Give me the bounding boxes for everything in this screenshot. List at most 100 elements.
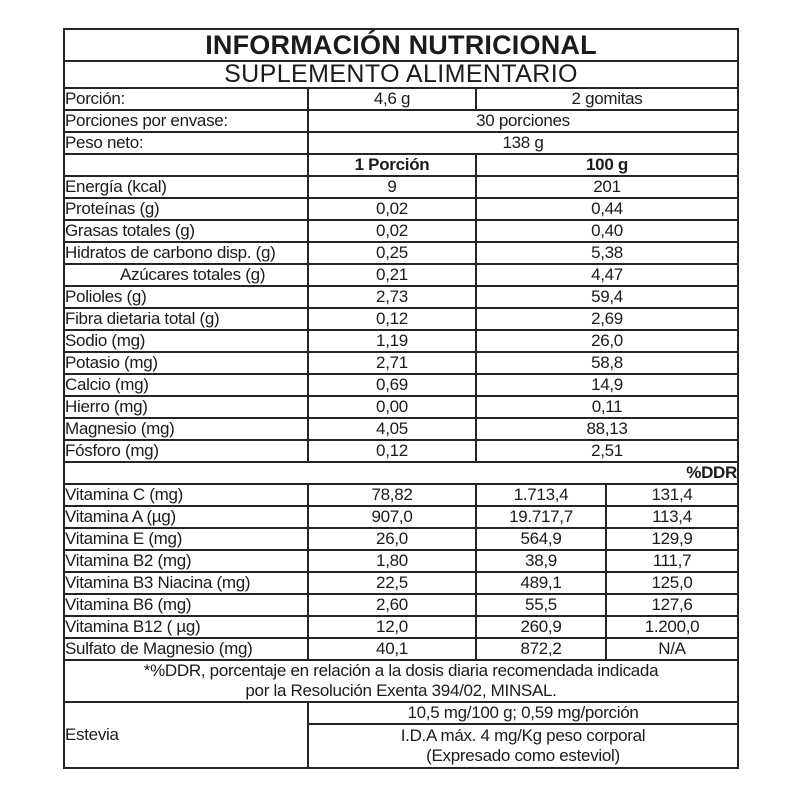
serving-size-grams: 4,6 g (307, 87, 477, 111)
ddr-footnote-line2: por la Resolución Exenta 394/02, MINSAL. (245, 681, 557, 700)
vitamin-per-serving: 2,60 (307, 593, 477, 617)
ddr-footnote-line1: *%DDR, porcentaje en relación a la dosis… (143, 661, 659, 680)
nutrient-per-serving: 0,00 (307, 395, 477, 419)
nutrient-per-100g: 4,47 (474, 263, 740, 287)
nutrient-per-100g: 2,69 (474, 307, 740, 331)
nutrient-per-serving: 0,02 (307, 219, 477, 243)
nutrient-row: Hidratos de carbono disp. (g) 0,25 5,38 (63, 241, 740, 265)
nutrient-per-100g: 0,11 (474, 395, 740, 419)
nutrition-facts-table: INFORMACIÓN NUTRICIONAL SUPLEMENTO ALIME… (62, 28, 740, 769)
estevia-ida-line2: (Expresado como esteviol) (426, 746, 620, 765)
title-row: INFORMACIÓN NUTRICIONAL (62, 28, 740, 62)
nutrient-label: Magnesio (mg) (63, 417, 309, 441)
nutrient-per-serving: 2,73 (307, 285, 477, 309)
nutrient-per-serving: 0,12 (307, 307, 477, 331)
servings-per-container-label: Porciones por envase: (63, 109, 309, 133)
nutrient-per-100g: 59,4 (474, 285, 740, 309)
nutrient-per-serving: 2,71 (307, 351, 477, 375)
vitamin-ddr: 129,9 (604, 527, 740, 551)
servings-per-container-row: Porciones por envase: 30 porciones (63, 109, 740, 133)
column-header-row: 1 Porción 100 g (63, 153, 740, 177)
serving-size-row: Porción: 4,6 g 2 gomitas (63, 87, 740, 111)
vitamin-per-100g: 38,9 (475, 549, 607, 573)
nutrient-label: Grasas totales (g) (63, 219, 309, 243)
vitamin-per-100g: 19.717,7 (475, 505, 607, 529)
nutrient-per-serving: 1,19 (307, 329, 477, 353)
nutrient-row: Proteínas (g) 0,02 0,44 (63, 197, 740, 221)
nutrient-label: Potasio (mg) (63, 351, 309, 375)
vitamin-row: Sulfato de Magnesio (mg) 40,1 872,2 N/A (63, 637, 740, 661)
nutrient-label: Polioles (g) (63, 285, 309, 309)
vitamin-per-100g: 260,9 (475, 615, 607, 639)
vitamin-per-100g: 489,1 (475, 571, 607, 595)
nutrient-label: Fósforo (mg) (63, 439, 309, 463)
estevia-ida-line1: I.D.A máx. 4 mg/Kg peso corporal (400, 726, 646, 745)
nutrient-per-100g: 2,51 (474, 439, 740, 463)
vitamin-per-100g: 564,9 (475, 527, 607, 551)
nutrient-per-serving: 0,21 (307, 263, 477, 287)
nutrient-row: Grasas totales (g) 0,02 0,40 (63, 219, 740, 243)
vitamin-per-100g: 1.713,4 (475, 483, 607, 507)
vitamin-label: Vitamina B2 (mg) (63, 549, 309, 573)
vitamin-label: Vitamina B12 ( µg) (63, 615, 309, 639)
nutrient-label: Sodio (mg) (63, 329, 309, 353)
page-subtitle: SUPLEMENTO ALIMENTARIO (62, 60, 740, 89)
net-weight-row: Peso neto: 138 g (63, 131, 740, 155)
nutrient-per-serving: 9 (307, 175, 477, 199)
vitamin-label: Sulfato de Magnesio (mg) (63, 637, 309, 661)
nutrient-per-serving: 0,02 (307, 197, 477, 221)
subtitle-row: SUPLEMENTO ALIMENTARIO (62, 60, 740, 89)
nutrient-label: Energía (kcal) (63, 175, 309, 199)
nutrient-row: Polioles (g) 2,73 59,4 (63, 285, 740, 309)
nutrient-label: Hierro (mg) (63, 395, 309, 419)
estevia-row: Estevia 10,5 mg/100 g; 0,59 mg/porción (63, 701, 740, 769)
vitamin-row: Vitamina B6 (mg) 2,60 55,5 127,6 (63, 593, 740, 617)
nutrient-per-100g: 5,38 (474, 241, 740, 265)
servings-per-container-value: 30 porciones (306, 109, 740, 133)
ddr-footnote: *%DDR, porcentaje en relación a la dosis… (62, 659, 740, 703)
nutrient-per-serving: 0,25 (307, 241, 477, 265)
nutrient-label: Hidratos de carbono disp. (g) (63, 241, 309, 265)
nutrient-row: Calcio (mg) 0,69 14,9 (63, 373, 740, 397)
vitamin-label: Vitamina B3 Niacina (mg) (63, 571, 309, 595)
nutrient-per-100g: 58,8 (474, 351, 740, 375)
column-header-per-serving: 1 Porción (307, 153, 477, 177)
vitamin-ddr: 1.200,0 (604, 615, 740, 639)
column-header-per-100g: 100 g (474, 153, 740, 177)
nutrient-label: Azúcares totales (g) (63, 263, 309, 287)
estevia-ida: I.D.A máx. 4 mg/Kg peso corporal (Expres… (306, 723, 740, 769)
nutrient-row: Energía (kcal) 9 201 (63, 175, 740, 199)
nutrient-per-100g: 0,40 (474, 219, 740, 243)
column-header-spacer (63, 153, 309, 177)
vitamin-per-serving: 26,0 (307, 527, 477, 551)
vitamin-label: Vitamina C (mg) (63, 483, 309, 507)
vitamin-row: Vitamina B12 ( µg) 12,0 260,9 1.200,0 (63, 615, 740, 639)
nutrient-label: Fibra dietaria total (g) (63, 307, 309, 331)
vitamin-per-serving: 22,5 (307, 571, 477, 595)
estevia-label: Estevia (63, 701, 309, 769)
vitamin-label: Vitamina B6 (mg) (63, 593, 309, 617)
vitamin-ddr: 131,4 (604, 483, 740, 507)
nutrient-per-100g: 201 (474, 175, 740, 199)
ddr-header-row: %DDR (62, 461, 740, 485)
vitamin-row: Vitamina E (mg) 26,0 564,9 129,9 (63, 527, 740, 551)
vitamin-row: Vitamina B2 (mg) 1,80 38,9 111,7 (63, 549, 740, 573)
estevia-ida-row: I.D.A máx. 4 mg/Kg peso corporal (Expres… (64, 723, 740, 769)
ddr-column-header: %DDR (62, 461, 740, 485)
vitamin-ddr: 125,0 (604, 571, 740, 595)
vitamin-per-serving: 40,1 (307, 637, 477, 661)
vitamin-per-100g: 872,2 (475, 637, 607, 661)
nutrient-per-serving: 0,12 (307, 439, 477, 463)
vitamin-row: Vitamina A (µg) 907,0 19.717,7 113,4 (63, 505, 740, 529)
vitamin-label: Vitamina A (µg) (63, 505, 309, 529)
nutrient-per-100g: 88,13 (474, 417, 740, 441)
nutrient-row: Azúcares totales (g) 0,21 4,47 (63, 263, 740, 287)
vitamin-ddr: N/A (604, 637, 740, 661)
nutrient-per-100g: 0,44 (474, 197, 740, 221)
vitamin-row: Vitamina B3 Niacina (mg) 22,5 489,1 125,… (63, 571, 740, 595)
serving-size-label: Porción: (63, 87, 309, 111)
nutrient-per-100g: 14,9 (474, 373, 740, 397)
vitamin-per-serving: 907,0 (307, 505, 477, 529)
vitamin-label: Vitamina E (mg) (63, 527, 309, 551)
